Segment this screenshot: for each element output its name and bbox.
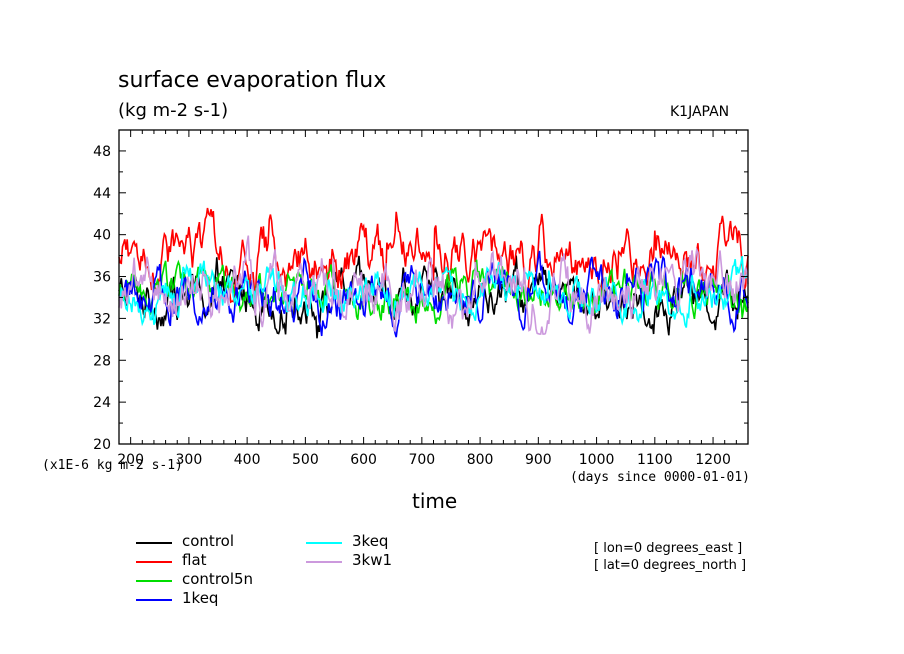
x-tick-label: 500	[292, 452, 319, 468]
legend-swatch	[306, 542, 342, 544]
legend-label: 3kw1	[352, 551, 393, 569]
legend-swatch	[306, 561, 342, 563]
series-layer	[118, 207, 749, 339]
x-tick-label: 400	[234, 452, 261, 468]
legend-label: control	[182, 532, 234, 550]
y-tick-label: 40	[93, 228, 111, 244]
legend-label: control5n	[182, 570, 254, 588]
y-scale-note: (x1E-6 kg m-2 s-1)	[42, 458, 183, 473]
legend-label: 1keq	[182, 589, 219, 607]
x-units-note: (days since 0000-01-01)	[570, 470, 751, 485]
model-label: K1JAPAN	[670, 104, 730, 120]
y-tick-label: 44	[93, 186, 111, 202]
x-tick-label: 600	[350, 452, 377, 468]
x-tick-label: 1200	[695, 452, 731, 468]
x-tick-label: 800	[467, 452, 494, 468]
lon-annotation: [ lon=0 degrees_east ]	[594, 541, 743, 556]
chart-title: surface evaporation flux	[118, 68, 387, 93]
x-axis-label: time	[412, 489, 458, 513]
legend-swatch	[136, 599, 172, 601]
series-line-control5n	[118, 259, 749, 325]
y-tick-label: 48	[93, 144, 111, 160]
lat-annotation: [ lat=0 degrees_north ]	[594, 558, 747, 573]
x-tick-label: 900	[525, 452, 552, 468]
legend-swatch	[136, 542, 172, 544]
series-line-3kw1	[118, 235, 749, 335]
y-tick-label: 24	[93, 395, 111, 411]
x-tick-label: 200	[117, 452, 144, 468]
y-tick-label: 32	[93, 311, 111, 327]
y-tick-label: 36	[93, 270, 111, 286]
y-tick-label: 20	[93, 437, 111, 453]
legend-swatch	[136, 561, 172, 563]
x-tick-label: 1000	[579, 452, 615, 468]
legend-swatch	[136, 580, 172, 582]
legend-label: 3keq	[352, 532, 389, 550]
axis-layer: 20 24 28 32 36 40 44 48 200 300 400 500 600 700 800 900…	[93, 129, 749, 468]
y-tick-label: 28	[93, 353, 111, 369]
chart-units: (kg m-2 s-1)	[118, 100, 229, 121]
x-tick-label: 700	[408, 452, 435, 468]
x-tick-label: 300	[176, 452, 203, 468]
legend-label: flat	[182, 551, 207, 569]
x-tick-label: 1100	[637, 452, 673, 468]
